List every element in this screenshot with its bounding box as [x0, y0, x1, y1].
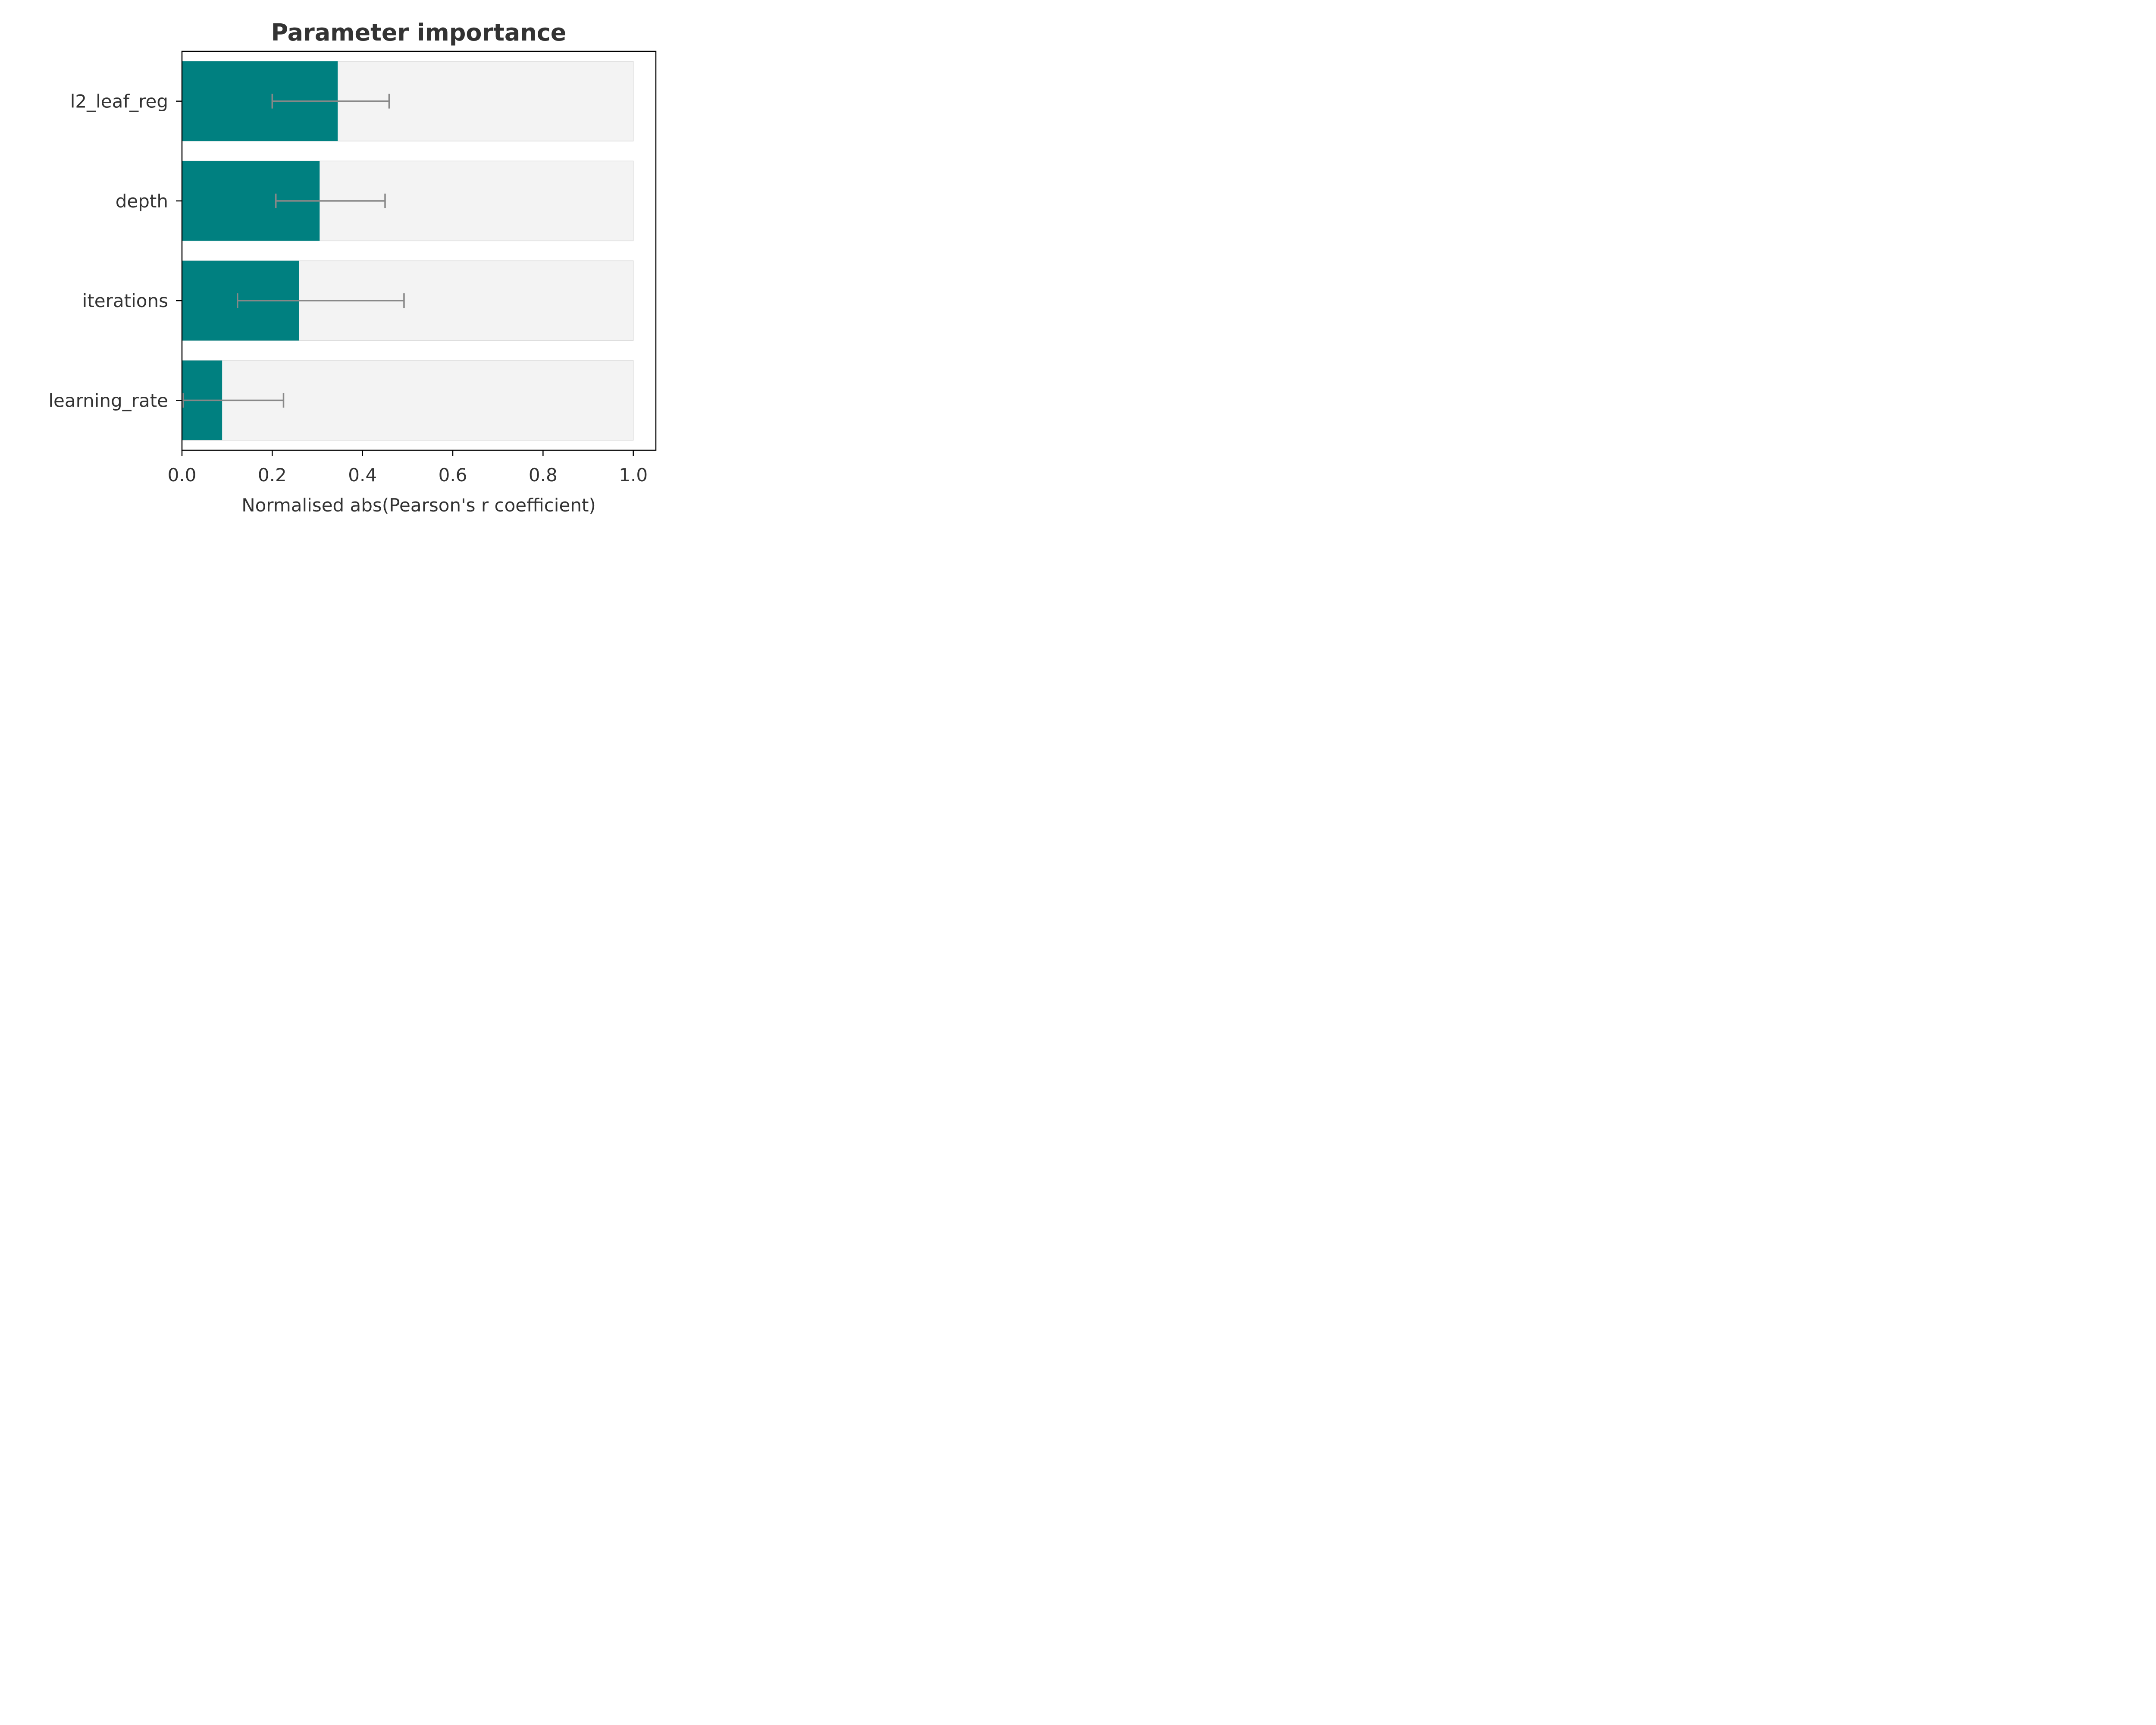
x-tick-label: 0.2	[258, 464, 287, 486]
y-tick-label: learning_rate	[48, 390, 168, 411]
plot-frame	[181, 50, 657, 451]
y-tick-label: l2_leaf_reg	[70, 91, 168, 112]
error-bars	[182, 94, 405, 408]
y-tick-label: depth	[116, 191, 168, 212]
x-tick-label: 0.4	[348, 464, 377, 486]
x-tick-label: 0.0	[168, 464, 197, 486]
x-tick-label: 0.8	[529, 464, 558, 486]
x-axis: 0.0 0.2 0.4 0.6 0.8 1.0	[168, 450, 648, 486]
x-tick-label: 1.0	[619, 464, 648, 486]
y-tick-label: iterations	[82, 290, 168, 311]
x-axis-label: Normalised abs(Pearson's r coefficient)	[241, 495, 596, 516]
chart-title: Parameter importance	[271, 19, 567, 46]
x-tick-label: 0.6	[439, 464, 467, 486]
